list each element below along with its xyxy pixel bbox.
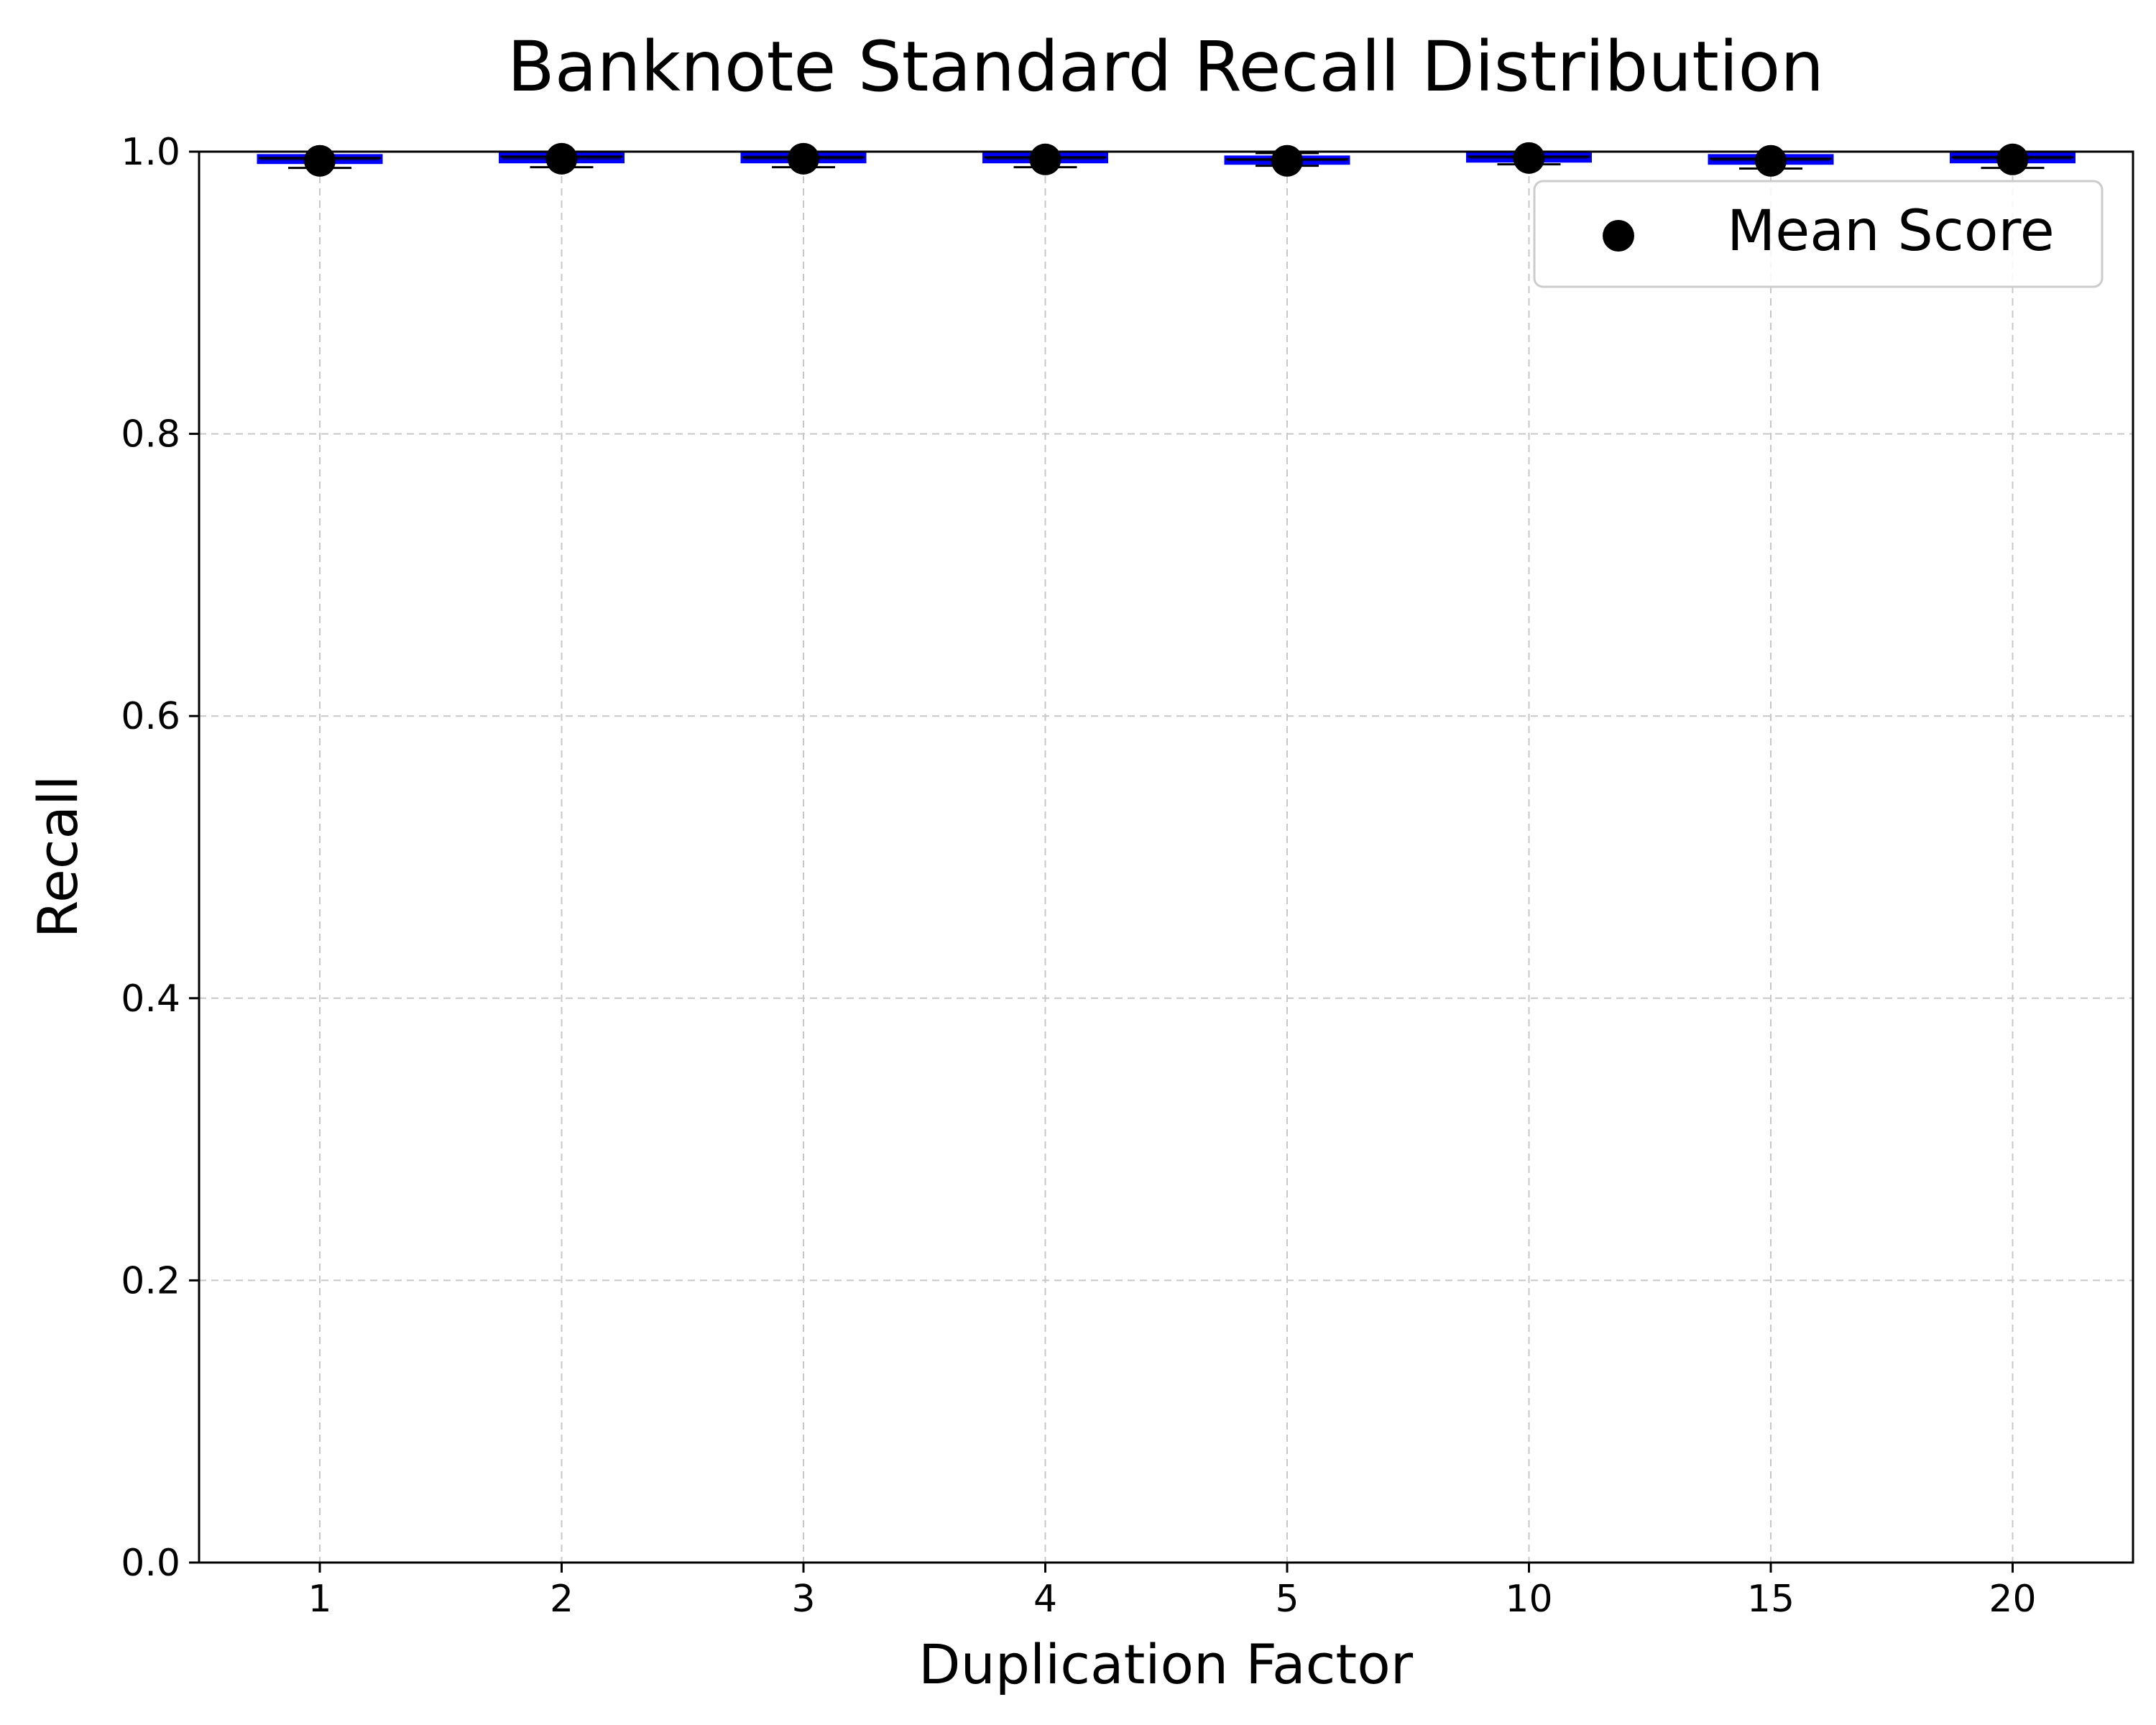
box-plot-10 — [1466, 142, 1592, 174]
y-tick-label: 0.8 — [121, 413, 180, 456]
x-tick-label: 15 — [1747, 1578, 1795, 1621]
y-tick-label: 1.0 — [121, 131, 180, 174]
x-tick-label: 3 — [791, 1578, 815, 1621]
mean-marker — [1996, 143, 2029, 175]
y-tick-label: 0.6 — [121, 695, 180, 738]
plot-frame — [198, 150, 2134, 1564]
mean-marker — [1513, 142, 1545, 174]
box-plots — [257, 142, 2076, 177]
mean-marker — [1755, 144, 1787, 177]
box-plot-2 — [499, 142, 625, 175]
grid-lines — [199, 151, 2133, 1563]
mean-marker — [545, 142, 578, 175]
chart-title: Banknote Standard Recall Distribution — [507, 27, 1824, 107]
box-plot-15 — [1708, 144, 1834, 177]
box-plot-1 — [257, 144, 383, 177]
legend-entry-mean-score: Mean Score — [1727, 199, 2055, 264]
x-tick-label: 5 — [1275, 1578, 1299, 1621]
box-plot-3 — [740, 142, 867, 175]
y-tick-label: 0.2 — [121, 1259, 180, 1302]
x-tick-label: 4 — [1033, 1578, 1057, 1621]
mean-marker — [1029, 143, 1061, 175]
x-axis-label: Duplication Factor — [918, 1632, 1414, 1696]
mean-marker — [1271, 144, 1303, 177]
x-tick-label: 20 — [1989, 1578, 2036, 1621]
legend-frame — [1533, 180, 2104, 288]
x-tick-label: 2 — [550, 1578, 573, 1621]
y-axis-label: Recall — [26, 776, 90, 939]
legend-mean-marker — [1603, 220, 1634, 252]
box-plot-20 — [1950, 143, 2076, 175]
box-plot-4 — [982, 143, 1108, 175]
legend: Mean Score — [1533, 180, 2104, 288]
y-axis: 0.0 0.2 0.4 0.6 0.8 1.0 — [121, 131, 199, 1585]
x-tick-label: 1 — [308, 1578, 331, 1621]
mean-marker — [304, 144, 336, 177]
y-tick-label: 0.0 — [121, 1542, 180, 1585]
x-axis: 1 2 3 4 5 10 15 20 — [308, 1563, 2037, 1621]
y-tick-label: 0.4 — [121, 978, 180, 1021]
box-plot-5 — [1224, 144, 1350, 177]
x-tick-label: 10 — [1505, 1578, 1552, 1621]
mean-marker — [788, 142, 819, 175]
